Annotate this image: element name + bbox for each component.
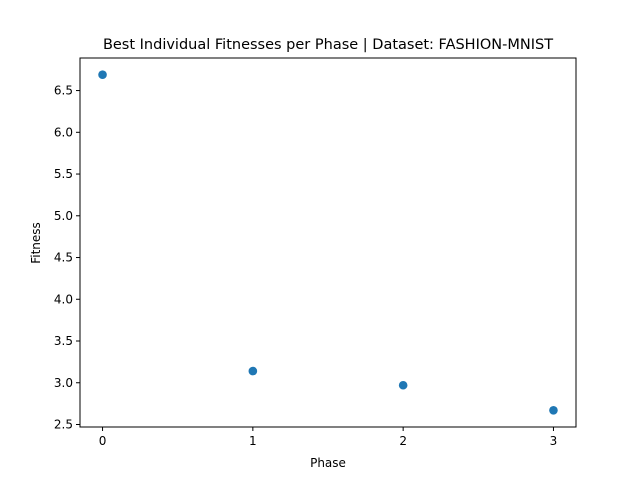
chart-title: Best Individual Fitnesses per Phase | Da… (103, 37, 553, 53)
y-tick-label: 5.0 (54, 209, 73, 223)
x-tick-label: 1 (249, 434, 257, 448)
y-tick-label: 3.5 (54, 334, 73, 348)
y-tick-label: 6.5 (54, 84, 73, 98)
y-tick-label: 3.0 (54, 376, 73, 390)
y-tick-label: 2.5 (54, 417, 73, 431)
y-tick-label: 6.0 (54, 125, 73, 139)
data-point (398, 380, 408, 390)
axis-ticks-layer: 0 1 2 3 2.5 3.0 3.5 4.0 4.5 5.0 5.5 6.0 6.5 (54, 84, 557, 448)
x-tick-label: 2 (399, 434, 407, 448)
x-tick-label: 3 (550, 434, 558, 448)
data-point (98, 70, 107, 79)
data-point (549, 406, 558, 415)
plot-area-frame (79, 57, 577, 428)
y-tick-label: 5.5 (54, 167, 73, 181)
y-axis-title: Fitness (29, 222, 43, 264)
data-points-layer (98, 70, 558, 415)
x-tick-label: 0 (99, 434, 107, 448)
data-point (248, 366, 258, 376)
x-axis-title: Phase (310, 456, 346, 470)
y-tick-label: 4.0 (54, 292, 73, 306)
y-tick-label: 4.5 (54, 251, 73, 265)
